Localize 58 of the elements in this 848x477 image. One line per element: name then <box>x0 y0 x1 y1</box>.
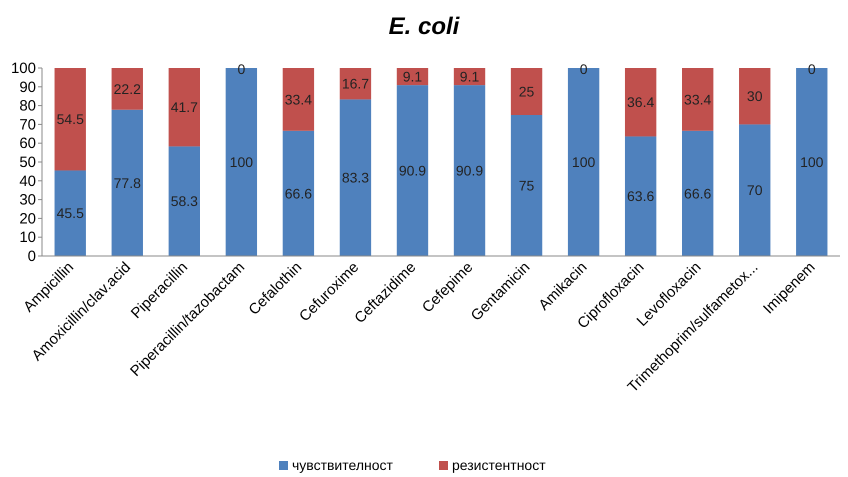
data-label: 33.4 <box>284 91 312 108</box>
bar <box>510 68 542 115</box>
data-label: 66.6 <box>284 185 312 202</box>
bar <box>340 99 372 256</box>
data-label: 75 <box>518 178 535 194</box>
data-label: 41.7 <box>170 99 198 116</box>
bar <box>739 68 770 124</box>
legend-label: чувствителност <box>292 457 394 473</box>
data-label: 90.9 <box>398 162 426 179</box>
y-tick-label: 30 <box>19 192 36 209</box>
bar <box>739 124 770 256</box>
bar <box>54 170 86 256</box>
bar <box>282 130 314 256</box>
legend-label: резистентност <box>452 457 546 473</box>
y-tick-label: 100 <box>10 60 36 77</box>
data-label: 90.9 <box>456 162 484 179</box>
bar <box>112 110 143 256</box>
data-label: 83.3 <box>342 170 370 186</box>
bar <box>168 68 200 146</box>
data-label: 54.5 <box>56 111 84 128</box>
y-tick-label: 90 <box>19 78 36 96</box>
data-label: 36.4 <box>627 94 654 110</box>
y-tick-label: 80 <box>19 98 36 115</box>
data-label: 22.2 <box>114 80 142 97</box>
y-tick-label: 20 <box>19 210 36 228</box>
y-tick-label: 50 <box>19 154 36 171</box>
bar <box>54 68 86 170</box>
bar <box>168 146 200 256</box>
y-tick-label: 0 <box>28 248 36 265</box>
y-tick-label: 40 <box>19 172 36 190</box>
y-tick-label: 10 <box>19 229 36 246</box>
bar <box>510 115 542 256</box>
data-label: 70 <box>746 182 763 198</box>
data-label: 63.6 <box>627 188 654 204</box>
data-label: 100 <box>572 154 596 170</box>
bar <box>682 68 714 131</box>
bar <box>682 130 714 256</box>
bar <box>624 136 656 256</box>
data-label: 45.5 <box>56 205 84 222</box>
bar <box>112 68 143 110</box>
data-label: 9.1 <box>460 68 480 85</box>
data-label: 58.3 <box>170 193 198 210</box>
bar <box>454 85 486 256</box>
data-label: 16.7 <box>342 76 370 92</box>
data-label: 30 <box>746 88 763 104</box>
y-tick-label: 60 <box>19 135 36 152</box>
y-tick-label: 70 <box>19 116 36 134</box>
data-label: 25 <box>518 84 535 100</box>
data-label: 33.4 <box>684 91 712 108</box>
data-label: 77.8 <box>114 174 142 191</box>
bar <box>282 68 314 131</box>
data-label: 9.1 <box>402 68 422 85</box>
bar <box>396 85 428 256</box>
data-label: 100 <box>800 154 824 170</box>
data-label: 100 <box>230 154 254 170</box>
chart-title: E. coli <box>388 13 461 40</box>
bar <box>624 68 656 136</box>
data-label: 66.6 <box>684 185 712 202</box>
